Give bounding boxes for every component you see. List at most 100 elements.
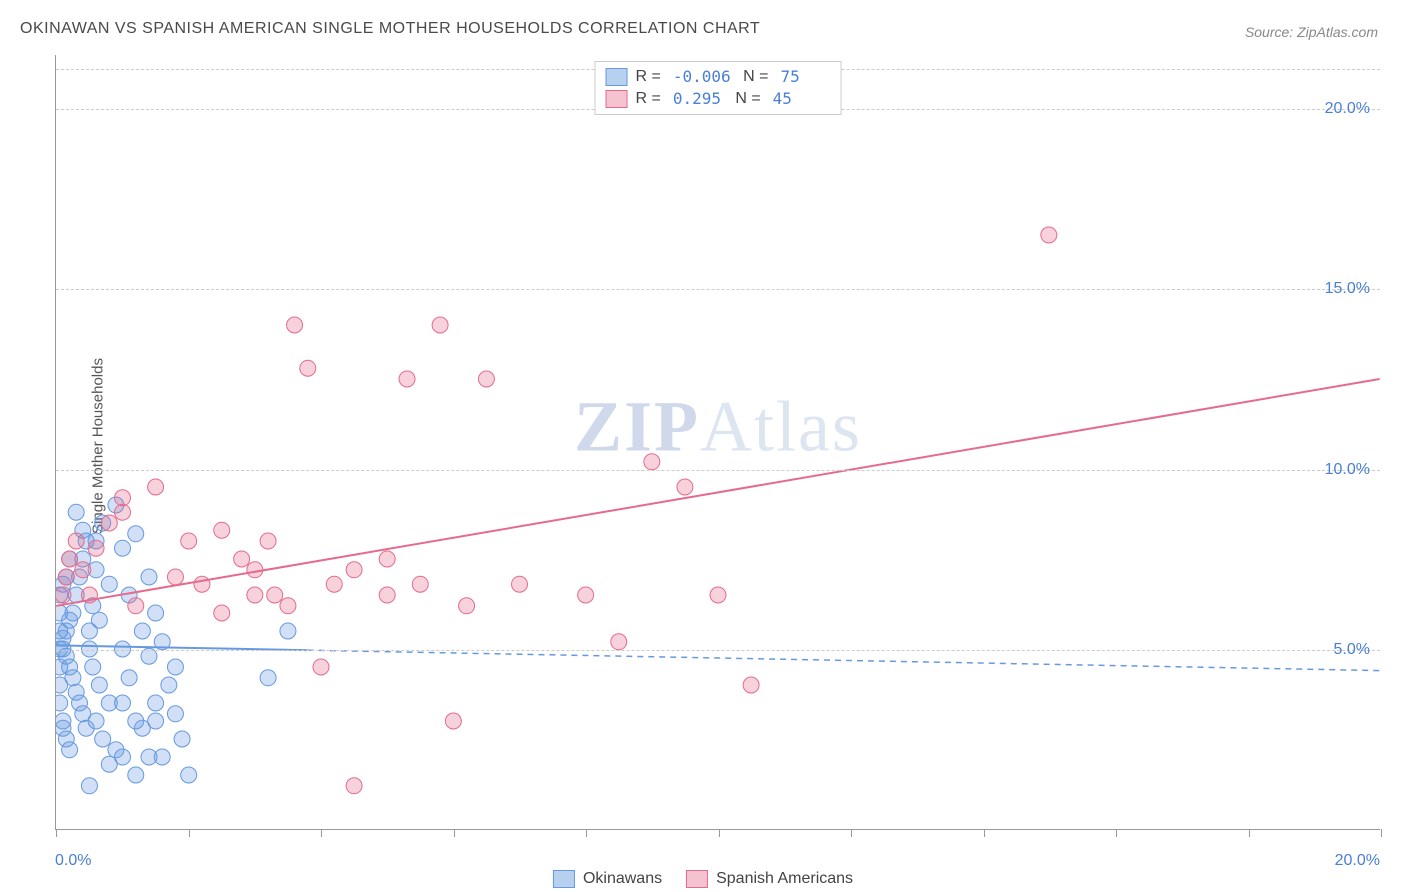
y-tick-label: 20.0%: [1325, 100, 1370, 118]
x-tick: [321, 829, 322, 837]
data-point: [56, 695, 68, 711]
swatch-okinawan: [606, 68, 628, 86]
data-point: [287, 317, 303, 333]
data-point: [326, 576, 342, 592]
data-point: [267, 587, 283, 603]
trend-line-dashed: [308, 650, 1380, 670]
data-point: [346, 778, 362, 794]
data-point: [62, 742, 78, 758]
legend-label-okinawan: Okinawans: [583, 870, 662, 888]
data-point: [128, 526, 144, 542]
swatch-spanish: [606, 90, 628, 108]
data-point: [56, 623, 68, 639]
source-attribution: Source: ZipAtlas.com: [1245, 24, 1378, 40]
data-point: [260, 670, 276, 686]
data-point: [85, 659, 101, 675]
swatch-spanish-icon: [686, 870, 708, 888]
series-legend: Okinawans Spanish Americans: [553, 870, 853, 888]
data-point: [115, 490, 131, 506]
y-tick-label: 10.0%: [1325, 461, 1370, 479]
legend-item-spanish: Spanish Americans: [686, 870, 853, 888]
data-point: [445, 713, 461, 729]
data-point: [141, 569, 157, 585]
x-tick: [851, 829, 852, 837]
gridline: [56, 470, 1380, 471]
data-point: [459, 598, 475, 614]
data-point: [101, 576, 117, 592]
chart-title: OKINAWAN VS SPANISH AMERICAN SINGLE MOTH…: [20, 20, 760, 38]
data-point: [115, 504, 131, 520]
data-point: [234, 551, 250, 567]
gridline: [56, 650, 1380, 651]
data-point: [167, 706, 183, 722]
data-point: [432, 317, 448, 333]
data-point: [128, 767, 144, 783]
legend-label-spanish: Spanish Americans: [716, 870, 853, 888]
data-point: [578, 587, 594, 603]
gridline: [56, 289, 1380, 290]
data-point: [81, 778, 97, 794]
data-point: [101, 515, 117, 531]
data-point: [58, 569, 74, 585]
data-point: [280, 623, 296, 639]
stats-legend-row-0: R =-0.006 N =75: [606, 66, 831, 88]
data-point: [710, 587, 726, 603]
data-point: [260, 533, 276, 549]
x-tick: [984, 829, 985, 837]
data-point: [62, 551, 78, 567]
data-point: [68, 533, 84, 549]
y-tick-label: 15.0%: [1325, 280, 1370, 298]
plot-svg: [56, 55, 1380, 829]
data-point: [412, 576, 428, 592]
data-point: [56, 605, 68, 621]
legend-item-okinawan: Okinawans: [553, 870, 662, 888]
x-tick: [1116, 829, 1117, 837]
data-point: [115, 540, 131, 556]
data-point: [68, 504, 84, 520]
x-tick-label-0: 0.0%: [55, 852, 91, 870]
x-tick: [1249, 829, 1250, 837]
data-point: [214, 605, 230, 621]
data-point: [181, 533, 197, 549]
data-point: [56, 659, 68, 675]
data-point: [88, 713, 104, 729]
data-point: [134, 623, 150, 639]
data-point: [148, 695, 164, 711]
data-point: [115, 695, 131, 711]
data-point: [512, 576, 528, 592]
swatch-okinawan-icon: [553, 870, 575, 888]
data-point: [677, 479, 693, 495]
data-point: [1041, 227, 1057, 243]
x-tick: [586, 829, 587, 837]
trend-line: [56, 379, 1379, 606]
data-point: [115, 749, 131, 765]
data-point: [91, 612, 107, 628]
data-point: [379, 587, 395, 603]
x-tick: [719, 829, 720, 837]
data-point: [194, 576, 210, 592]
data-point: [75, 562, 91, 578]
data-point: [148, 479, 164, 495]
data-point: [148, 605, 164, 621]
data-point: [95, 731, 111, 747]
data-point: [167, 569, 183, 585]
stats-legend: R =-0.006 N =75 R =0.295 N =45: [595, 61, 842, 115]
data-point: [247, 587, 263, 603]
data-point: [478, 371, 494, 387]
data-point: [247, 562, 263, 578]
data-point: [300, 360, 316, 376]
data-point: [399, 371, 415, 387]
data-point: [644, 454, 660, 470]
data-point: [313, 659, 329, 675]
data-point: [346, 562, 362, 578]
data-point: [141, 749, 157, 765]
data-point: [148, 713, 164, 729]
x-tick-label-20: 20.0%: [1335, 852, 1380, 870]
data-point: [743, 677, 759, 693]
x-tick: [1381, 829, 1382, 837]
data-point: [88, 540, 104, 556]
data-point: [214, 522, 230, 538]
y-tick-label: 5.0%: [1334, 641, 1370, 659]
data-point: [128, 598, 144, 614]
data-point: [91, 677, 107, 693]
